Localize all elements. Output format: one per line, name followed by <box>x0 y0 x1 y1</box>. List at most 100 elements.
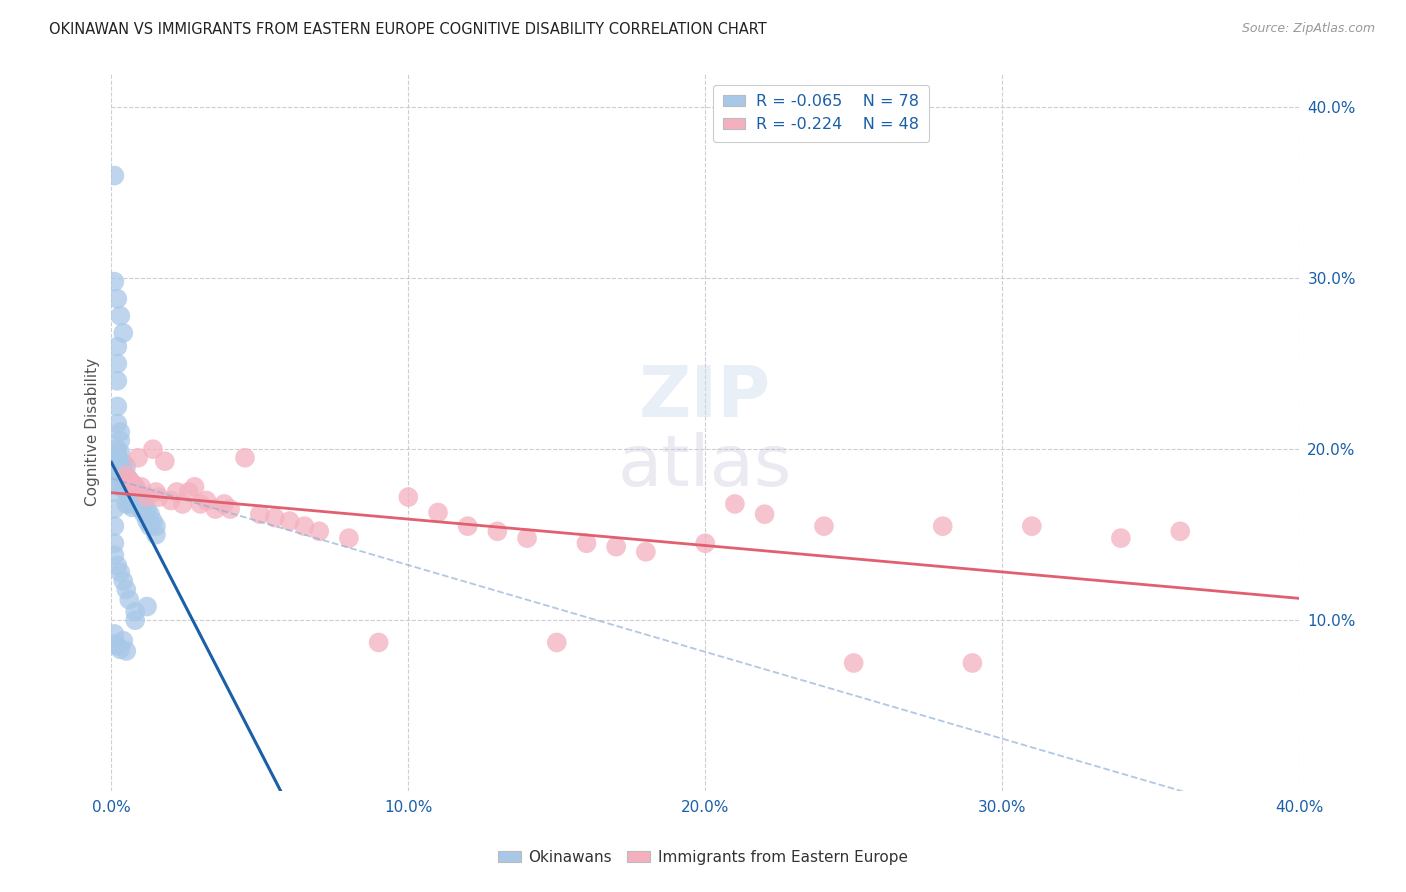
Point <box>136 490 159 504</box>
Point <box>121 500 143 515</box>
Point <box>132 497 155 511</box>
Point <box>605 540 627 554</box>
Point <box>110 566 132 580</box>
Point <box>110 309 132 323</box>
Point <box>136 514 159 528</box>
Point <box>153 454 176 468</box>
Point <box>110 445 132 459</box>
Point <box>124 613 146 627</box>
Point <box>127 497 149 511</box>
Point <box>103 536 125 550</box>
Point <box>103 275 125 289</box>
Point <box>127 450 149 465</box>
Point <box>367 635 389 649</box>
Point <box>129 480 152 494</box>
Point <box>118 497 141 511</box>
Point <box>124 490 146 504</box>
Point <box>103 502 125 516</box>
Text: ZIP: ZIP <box>640 363 772 432</box>
Point <box>105 292 128 306</box>
Point <box>118 592 141 607</box>
Text: Source: ZipAtlas.com: Source: ZipAtlas.com <box>1241 22 1375 36</box>
Point <box>129 490 152 504</box>
Point <box>103 548 125 562</box>
Point <box>132 507 155 521</box>
Point <box>145 485 167 500</box>
Point <box>103 519 125 533</box>
Point <box>110 480 132 494</box>
Point <box>112 467 135 482</box>
Point <box>195 493 218 508</box>
Text: OKINAWAN VS IMMIGRANTS FROM EASTERN EUROPE COGNITIVE DISABILITY CORRELATION CHAR: OKINAWAN VS IMMIGRANTS FROM EASTERN EURO… <box>49 22 766 37</box>
Point <box>962 656 984 670</box>
Point <box>1021 519 1043 533</box>
Point <box>754 507 776 521</box>
Point <box>121 476 143 491</box>
Point <box>308 524 330 539</box>
Point <box>546 635 568 649</box>
Point <box>103 467 125 482</box>
Point <box>396 490 419 504</box>
Point <box>110 425 132 439</box>
Point <box>136 502 159 516</box>
Point <box>724 497 747 511</box>
Point <box>105 357 128 371</box>
Point <box>292 519 315 533</box>
Point <box>190 497 212 511</box>
Point <box>121 488 143 502</box>
Point <box>1109 531 1132 545</box>
Point <box>103 637 125 651</box>
Point <box>115 497 138 511</box>
Point <box>575 536 598 550</box>
Point <box>118 473 141 487</box>
Point <box>142 514 165 528</box>
Point <box>337 531 360 545</box>
Point <box>103 454 125 468</box>
Point <box>103 627 125 641</box>
Point <box>233 450 256 465</box>
Point <box>112 633 135 648</box>
Point <box>112 480 135 494</box>
Point <box>129 502 152 516</box>
Y-axis label: Cognitive Disability: Cognitive Disability <box>86 358 100 506</box>
Text: atlas: atlas <box>619 432 793 501</box>
Point <box>115 471 138 485</box>
Point <box>105 417 128 431</box>
Point <box>105 639 128 653</box>
Point <box>124 480 146 494</box>
Point <box>183 480 205 494</box>
Point <box>118 473 141 487</box>
Point <box>115 582 138 597</box>
Point <box>121 493 143 508</box>
Point <box>124 480 146 494</box>
Point <box>110 471 132 485</box>
Point <box>278 514 301 528</box>
Point <box>263 510 285 524</box>
Point <box>1168 524 1191 539</box>
Point <box>634 545 657 559</box>
Point <box>172 497 194 511</box>
Point <box>124 485 146 500</box>
Point <box>118 488 141 502</box>
Point <box>105 400 128 414</box>
Point <box>112 463 135 477</box>
Point <box>110 456 132 470</box>
Point <box>813 519 835 533</box>
Point <box>166 485 188 500</box>
Point <box>139 519 162 533</box>
Point <box>118 476 141 491</box>
Point <box>105 374 128 388</box>
Point <box>148 490 170 504</box>
Point <box>105 340 128 354</box>
Legend: R = -0.065    N = 78, R = -0.224    N = 48: R = -0.065 N = 78, R = -0.224 N = 48 <box>713 85 929 142</box>
Point <box>112 574 135 588</box>
Point <box>136 599 159 614</box>
Point <box>516 531 538 545</box>
Point <box>486 524 509 539</box>
Point <box>121 482 143 496</box>
Point <box>110 642 132 657</box>
Point <box>695 536 717 550</box>
Point <box>427 506 450 520</box>
Point <box>219 502 242 516</box>
Point <box>212 497 235 511</box>
